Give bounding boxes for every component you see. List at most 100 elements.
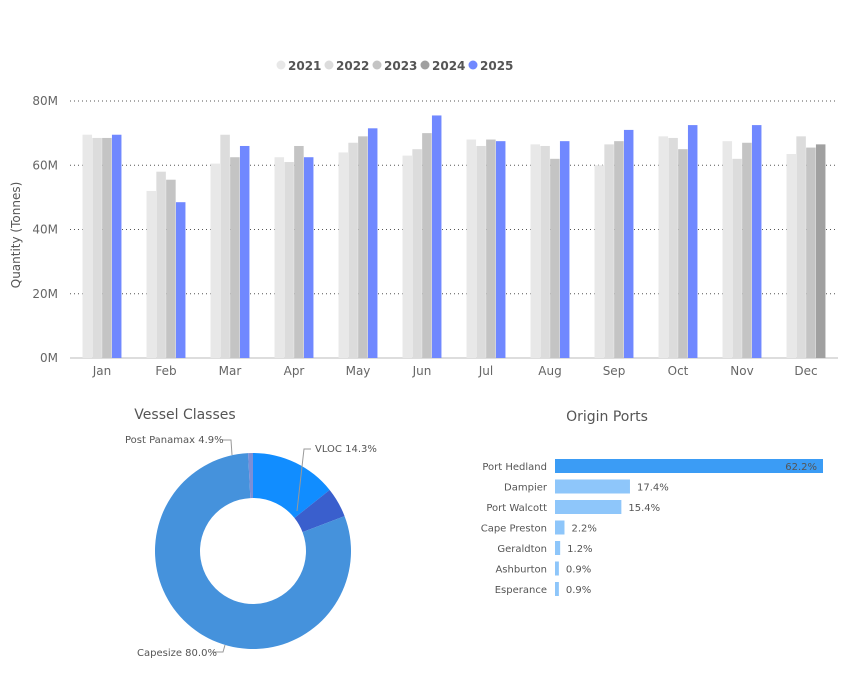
bar-2021-Apr bbox=[274, 157, 285, 358]
x-tick-label: May bbox=[346, 364, 371, 378]
bar-2023-Dec bbox=[806, 147, 816, 358]
monthly-column-chart: 0M 20M 40M 60M 80M Quantity (Tonnes) Jan Feb M… bbox=[9, 94, 838, 378]
bar-2022-Sep bbox=[604, 144, 614, 358]
hbar-value-label: 0.9% bbox=[566, 565, 591, 576]
legend-label-2022: 2022 bbox=[336, 59, 369, 73]
bar-2021-May bbox=[338, 152, 349, 358]
bar-2021-Aug bbox=[530, 144, 541, 358]
bar-2021-Dec bbox=[786, 154, 797, 358]
bar-2022-Nov bbox=[732, 158, 742, 358]
donut-slices bbox=[155, 453, 351, 650]
legend-marker-2024 bbox=[420, 60, 430, 70]
bar-2023-Jun bbox=[422, 133, 432, 358]
bar-2025-Aug bbox=[559, 141, 570, 358]
donut-slice-other bbox=[248, 453, 253, 499]
leader-line bbox=[213, 644, 226, 653]
bar-2022-Aug bbox=[540, 145, 550, 358]
leader-line bbox=[296, 448, 311, 512]
bar-2022-Apr bbox=[284, 162, 294, 358]
bar-2025-Mar bbox=[239, 145, 250, 358]
x-tick-label: Dec bbox=[794, 364, 817, 378]
bar-2021-Nov bbox=[722, 141, 733, 358]
bar-2022-Jul bbox=[476, 145, 486, 358]
bar-2021-Jan bbox=[82, 134, 93, 358]
hbar-value-label: 1.2% bbox=[567, 544, 592, 555]
slice-label: Post Panamax 4.9% bbox=[125, 435, 224, 446]
x-tick-label: Oct bbox=[668, 364, 689, 378]
origin-ports-bar-chart: Origin Ports Port Hedland 62.2% Dampier 17.… bbox=[481, 409, 823, 596]
x-tick-label: Mar bbox=[219, 364, 242, 378]
hbar-value-label: 15.4% bbox=[628, 503, 660, 514]
hbar-category-label: Dampier bbox=[504, 483, 548, 494]
hbar-geraldton bbox=[555, 541, 561, 555]
hbar-value-label: 62.2% bbox=[785, 462, 817, 473]
hbar-title: Origin Ports bbox=[566, 409, 648, 425]
hbar-esperance bbox=[555, 582, 559, 596]
y-tick-label: 0M bbox=[40, 351, 58, 365]
column-chart-legend: 2021 2022 2023 2024 2025 bbox=[276, 59, 513, 73]
bar-2021-Mar bbox=[210, 163, 221, 358]
y-axis-title: Quantity (Tonnes) bbox=[9, 182, 23, 289]
legend-label-2021: 2021 bbox=[288, 59, 321, 73]
x-tick-label: Jan bbox=[92, 364, 112, 378]
y-gridlines bbox=[70, 100, 838, 359]
hbar-category-label: Esperance bbox=[495, 585, 547, 596]
slice-label: Capesize 80.0% bbox=[137, 648, 217, 659]
bar-2025-Jul bbox=[495, 141, 506, 358]
bar-2023-Mar bbox=[230, 157, 240, 358]
legend-marker-2025 bbox=[468, 60, 478, 70]
donut-slice-vloc bbox=[253, 453, 330, 518]
bar-2025-Nov bbox=[751, 125, 762, 358]
hbar-category-label: Ashburton bbox=[495, 565, 547, 576]
legend-marker-2023 bbox=[372, 60, 382, 70]
bar-2025-May bbox=[367, 128, 378, 358]
legend-label-2025: 2025 bbox=[480, 59, 513, 73]
x-axis-ticks: Jan Feb Mar Apr May Jun Jul Aug Sep Oct Nov Dec bbox=[92, 364, 818, 378]
bar-2023-Nov bbox=[742, 142, 752, 358]
donut-title: Vessel Classes bbox=[134, 407, 235, 423]
bar-2025-Jun bbox=[431, 115, 442, 358]
slice-label: VLOC 14.3% bbox=[315, 444, 377, 455]
bar-2023-Oct bbox=[678, 149, 688, 358]
bar-2025-Apr bbox=[303, 157, 314, 358]
y-tick-label: 40M bbox=[32, 223, 58, 237]
bar-2022-Jun bbox=[412, 149, 422, 358]
bar-2023-Feb bbox=[166, 179, 176, 358]
bar-2023-Apr bbox=[294, 145, 304, 358]
bar-2021-Jul bbox=[466, 139, 477, 358]
bar-2023-Sep bbox=[614, 141, 624, 358]
hbar-ashburton bbox=[555, 561, 559, 576]
bar-2022-Dec bbox=[796, 136, 806, 358]
hbar-value-label: 17.4% bbox=[637, 483, 669, 494]
bar-2022-Mar bbox=[220, 134, 230, 358]
y-tick-label: 60M bbox=[32, 158, 58, 172]
legend-marker-2021 bbox=[276, 60, 286, 70]
bar-2022-Feb bbox=[156, 171, 166, 358]
x-tick-label: Nov bbox=[730, 364, 753, 378]
bar-2024-Dec bbox=[815, 144, 826, 358]
bar-2021-Oct bbox=[658, 136, 669, 358]
hbar-category-label: Geraldton bbox=[497, 544, 547, 555]
legend-label-2023: 2023 bbox=[384, 59, 417, 73]
bar-2022-Jan bbox=[92, 137, 102, 358]
hbar-port-walcott bbox=[555, 500, 622, 514]
x-tick-label: Jun bbox=[412, 364, 432, 378]
bar-2023-May bbox=[358, 136, 368, 358]
hbar-dampier bbox=[555, 479, 630, 494]
hbar-category-label: Port Hedland bbox=[482, 462, 547, 473]
x-tick-label: Sep bbox=[603, 364, 626, 378]
vessel-classes-donut: Vessel Classes VLOC 14.3% Post Panamax 4.… bbox=[125, 407, 377, 659]
legend-marker-2022 bbox=[324, 60, 334, 70]
bar-2023-Aug bbox=[550, 158, 560, 358]
legend-label-2024: 2024 bbox=[432, 59, 465, 73]
hbar-cape-preston bbox=[555, 520, 565, 535]
y-tick-label: 80M bbox=[32, 94, 58, 108]
hbar-port-hedland bbox=[555, 459, 823, 473]
y-axis-ticks: 0M 20M 40M 60M 80M bbox=[32, 94, 58, 365]
bar-2021-Jun bbox=[402, 155, 413, 358]
bar-2025-Feb bbox=[175, 202, 186, 358]
x-tick-label: Aug bbox=[538, 364, 561, 378]
x-tick-label: Apr bbox=[284, 364, 305, 378]
bar-2025-Oct bbox=[687, 125, 698, 358]
